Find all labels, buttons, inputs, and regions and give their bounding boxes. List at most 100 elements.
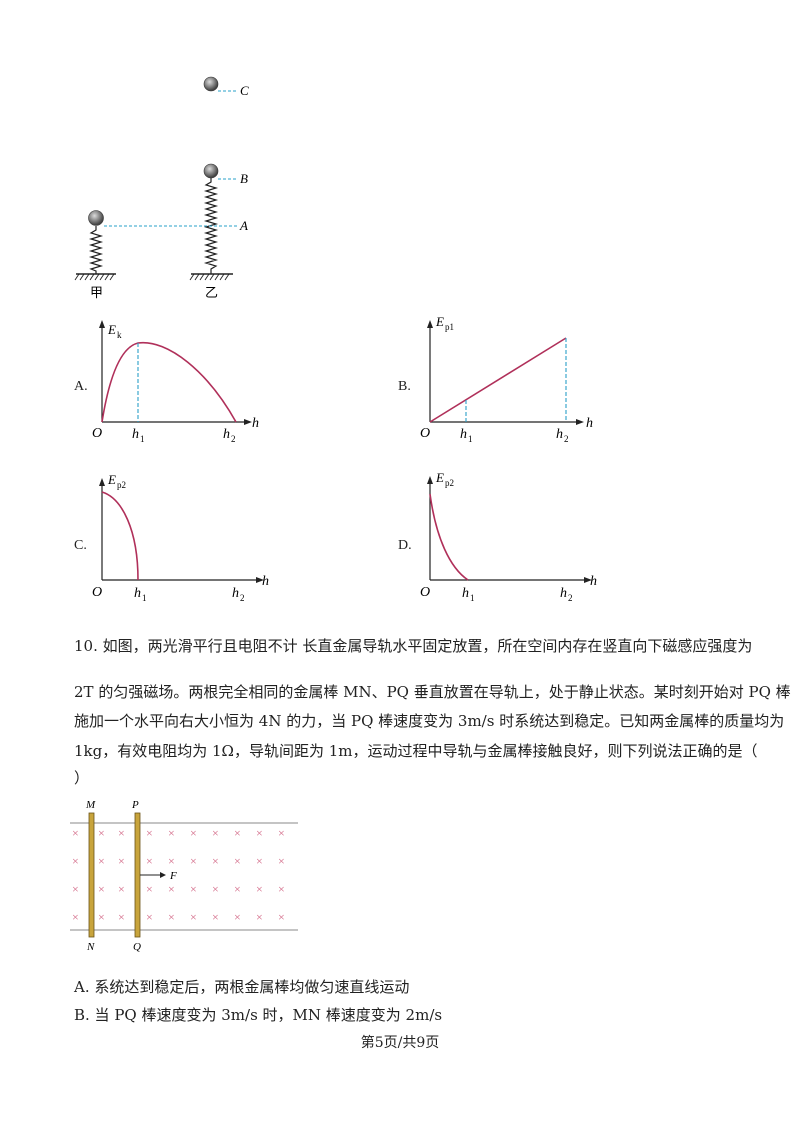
origin: O	[92, 585, 102, 600]
field-cross: ×	[72, 882, 79, 896]
field-cross: ×	[212, 826, 219, 840]
field-cross: ×	[256, 854, 263, 868]
x-axis-label: h	[590, 574, 597, 589]
option-a-text: A. 系统达到稳定后，两根金属棒均做匀速直线运动	[74, 978, 410, 996]
ylabel-sub: p2	[117, 480, 126, 490]
graph-c: E p2 O h 1 h 2 h	[92, 472, 269, 603]
h1-sub: 1	[142, 593, 147, 603]
field-cross: ×	[118, 826, 125, 840]
ek-curve	[101, 341, 237, 423]
option-a-label: A.	[74, 379, 88, 394]
field-cross: ×	[98, 854, 105, 868]
h1-label: h	[460, 427, 467, 442]
ball-c	[203, 76, 219, 92]
field-cross: ×	[190, 882, 197, 896]
field-cross: ×	[212, 910, 219, 924]
field-cross: ×	[190, 826, 197, 840]
field-cross: ×	[278, 854, 285, 868]
ylabel: E	[435, 470, 444, 485]
h1-label: h	[134, 586, 141, 601]
label-q: Q	[133, 941, 141, 953]
origin: O	[420, 585, 430, 600]
graph-b: E p1 O h 1 h 2 h	[420, 314, 593, 444]
field-cross: ×	[278, 826, 285, 840]
label-m: M	[85, 799, 96, 811]
origin: O	[92, 426, 102, 441]
field-cross: ×	[234, 910, 241, 924]
ylabel: E	[435, 314, 444, 329]
ylabel: E	[107, 322, 116, 337]
label-p: P	[131, 799, 139, 811]
field-cross: ×	[278, 910, 285, 924]
field-cross: ×	[72, 826, 79, 840]
label-b: B	[240, 171, 248, 186]
graph-a: E k O h 1 h 2 h	[92, 320, 259, 444]
field-cross: ×	[256, 882, 263, 896]
option-b-text: B. 当 PQ 棒速度变为 3m/s 时，MN 棒速度变为 2m/s	[74, 1006, 443, 1024]
field-cross: ×	[256, 826, 263, 840]
question-line-4: 1kg，有效电阻均为 1Ω，导轨间距为 1m，运动过程中导轨与金属棒接触良好，则…	[74, 742, 758, 760]
field-cross: ×	[72, 854, 79, 868]
field-cross: ×	[168, 882, 175, 896]
x-axis-label: h	[262, 574, 269, 589]
field-cross: ×	[212, 882, 219, 896]
h2-sub: 2	[564, 434, 569, 444]
option-c-label: C.	[74, 538, 87, 553]
ylabel-sub: p2	[445, 478, 454, 488]
h2-sub: 2	[568, 593, 573, 603]
h2-label: h	[560, 586, 567, 601]
question-line-5: ）	[74, 769, 90, 787]
rod-pq	[134, 812, 141, 938]
ylabel-sub: k	[117, 330, 122, 340]
field-cross: ×	[98, 826, 105, 840]
h1-sub: 1	[470, 593, 475, 603]
x-axis-label: h	[586, 416, 593, 431]
question-line-2: 2T 的匀强磁场。两根完全相同的金属棒 MN、PQ 垂直放置在导轨上，处于静止状…	[74, 683, 791, 701]
field-cross: ×	[190, 854, 197, 868]
label-a: A	[239, 218, 248, 233]
field-cross: ×	[190, 910, 197, 924]
field-cross: ×	[256, 910, 263, 924]
label-n: N	[86, 941, 95, 953]
graph-d: E p2 O h 1 h 2 h	[420, 470, 597, 603]
field-cross: ×	[146, 882, 153, 896]
h1-sub: 1	[140, 434, 145, 444]
spring-figure: C B 乙 A 甲	[74, 76, 249, 300]
ylabel: E	[107, 472, 116, 487]
option-b-label: B.	[398, 379, 411, 394]
magnetic-field-crosses: × × × × × × × × × × × × × × × × × × × × × × × × × × × × × × × × × × × × × × × ×	[72, 826, 285, 924]
field-cross: ×	[212, 854, 219, 868]
rod-mn	[88, 812, 95, 938]
field-cross: ×	[98, 910, 105, 924]
label-f: F	[169, 870, 177, 882]
h2-sub: 2	[231, 434, 236, 444]
field-cross: ×	[118, 854, 125, 868]
field-cross: ×	[168, 826, 175, 840]
field-cross: ×	[98, 882, 105, 896]
label-yi: 乙	[205, 285, 218, 300]
h1-sub: 1	[468, 434, 473, 444]
h2-label: h	[556, 427, 563, 442]
h2-label: h	[223, 427, 230, 442]
field-cross: ×	[234, 882, 241, 896]
spring-jia	[88, 226, 104, 274]
field-cross: ×	[146, 826, 153, 840]
option-d-label: D.	[398, 538, 412, 553]
h1-label: h	[462, 586, 469, 601]
ball-jia	[88, 210, 104, 226]
question-line-1: 10. 如图，两光滑平行且电阻不计 长直金属导轨水平固定放置，所在空间内存在竖直…	[74, 637, 753, 655]
field-cross: ×	[118, 910, 125, 924]
field-cross: ×	[168, 910, 175, 924]
field-cross: ×	[72, 910, 79, 924]
field-cross: ×	[234, 854, 241, 868]
ep1-line	[429, 337, 567, 423]
ep2-curve	[429, 493, 469, 581]
label-c: C	[240, 83, 249, 98]
x-axis-label: h	[252, 416, 259, 431]
h1-label: h	[132, 427, 139, 442]
ylabel-sub: p1	[445, 322, 454, 332]
h2-sub: 2	[240, 593, 245, 603]
h2-label: h	[232, 586, 239, 601]
field-cross: ×	[168, 854, 175, 868]
page-number: 第5页/共9页	[360, 1035, 440, 1051]
